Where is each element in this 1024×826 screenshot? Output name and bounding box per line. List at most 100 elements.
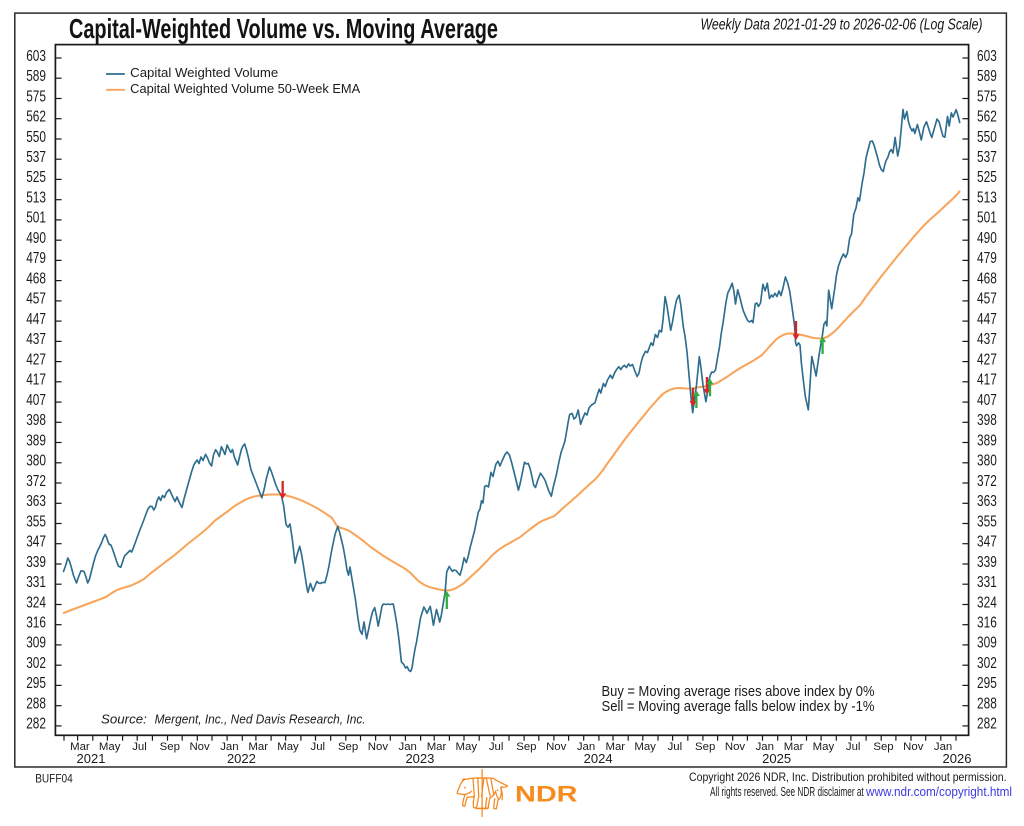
- svg-text:May: May: [634, 741, 656, 753]
- svg-text:2024: 2024: [584, 751, 613, 766]
- svg-text:468: 468: [977, 270, 997, 287]
- svg-text:Jan: Jan: [577, 741, 595, 753]
- svg-text:282: 282: [26, 716, 46, 733]
- svg-text:Jan: Jan: [399, 741, 417, 753]
- svg-text:Sep: Sep: [873, 741, 893, 753]
- svg-text:447: 447: [26, 311, 46, 328]
- svg-text:Sep: Sep: [160, 741, 180, 753]
- svg-text:2023: 2023: [405, 751, 434, 766]
- svg-text:589: 589: [977, 68, 997, 85]
- svg-text:May: May: [813, 741, 835, 753]
- svg-text:347: 347: [26, 534, 46, 551]
- svg-text:Sep: Sep: [516, 741, 536, 753]
- svg-text:389: 389: [977, 432, 997, 449]
- svg-text:Mar: Mar: [427, 741, 447, 753]
- svg-text:380: 380: [977, 453, 997, 470]
- svg-text:Jan: Jan: [756, 741, 774, 753]
- svg-text:501: 501: [26, 210, 46, 227]
- svg-text:Capital-Weighted Volume vs. Mo: Capital-Weighted Volume vs. Moving Avera…: [69, 13, 498, 44]
- svg-text:288: 288: [26, 696, 46, 713]
- svg-text:324: 324: [26, 594, 46, 611]
- svg-text:295: 295: [977, 675, 997, 692]
- svg-text:380: 380: [26, 453, 46, 470]
- svg-text:Source:: Source:: [101, 712, 147, 727]
- svg-text:363: 363: [977, 493, 997, 510]
- svg-text:589: 589: [26, 68, 46, 85]
- svg-text:550: 550: [26, 129, 46, 146]
- svg-text:Sep: Sep: [695, 741, 715, 753]
- svg-text:562: 562: [977, 109, 997, 126]
- svg-text:Nov: Nov: [903, 741, 924, 753]
- svg-text:347: 347: [977, 534, 997, 551]
- svg-text:May: May: [277, 741, 299, 753]
- svg-text:2025: 2025: [762, 751, 791, 766]
- svg-text:407: 407: [26, 392, 46, 409]
- svg-text:302: 302: [26, 655, 46, 672]
- svg-text:437: 437: [26, 331, 46, 348]
- svg-text:Jul: Jul: [311, 741, 326, 753]
- svg-text:All rights reserved. See NDR d: All rights reserved. See NDR disclaimer …: [710, 784, 866, 799]
- svg-text:427: 427: [26, 351, 46, 368]
- svg-text:Jan: Jan: [934, 741, 952, 753]
- svg-text:525: 525: [977, 169, 997, 186]
- svg-text:Nov: Nov: [546, 741, 567, 753]
- svg-text:NDR: NDR: [515, 782, 578, 807]
- svg-text:2022: 2022: [227, 751, 256, 766]
- svg-text:282: 282: [977, 716, 997, 733]
- svg-text:Jul: Jul: [668, 741, 683, 753]
- svg-text:537: 537: [26, 149, 46, 166]
- svg-text:331: 331: [26, 574, 46, 591]
- svg-text:513: 513: [977, 190, 997, 207]
- svg-text:Sell = Moving average falls be: Sell = Moving average falls below index …: [602, 699, 875, 715]
- svg-text:Nov: Nov: [368, 741, 389, 753]
- svg-text:Nov: Nov: [189, 741, 210, 753]
- svg-text:2026: 2026: [943, 751, 972, 766]
- svg-text:309: 309: [977, 635, 997, 652]
- svg-text:288: 288: [977, 696, 997, 713]
- svg-text:Buy = Moving average rises abo: Buy = Moving average rises above index b…: [602, 684, 875, 700]
- svg-text:Sep: Sep: [338, 741, 358, 753]
- svg-text:398: 398: [977, 412, 997, 429]
- svg-text:407: 407: [977, 392, 997, 409]
- svg-text:309: 309: [26, 635, 46, 652]
- svg-text:490: 490: [26, 230, 46, 247]
- svg-text:Mar: Mar: [784, 741, 804, 753]
- svg-text:479: 479: [26, 250, 46, 267]
- svg-text:457: 457: [977, 291, 997, 308]
- svg-text:Jul: Jul: [846, 741, 861, 753]
- svg-text:468: 468: [26, 270, 46, 287]
- svg-text:437: 437: [977, 331, 997, 348]
- svg-text:Jan: Jan: [220, 741, 238, 753]
- svg-text:Weekly Data 2021-01-29 to 2026: Weekly Data 2021-01-29 to 2026-02-06 (Lo…: [701, 17, 983, 34]
- svg-text:Capital Weighted Volume: Capital Weighted Volume: [130, 66, 278, 80]
- svg-text:355: 355: [977, 513, 997, 530]
- svg-text:537: 537: [977, 149, 997, 166]
- svg-text:May: May: [456, 741, 478, 753]
- svg-text:2021: 2021: [77, 751, 106, 766]
- svg-text:603: 603: [26, 48, 46, 65]
- svg-text:372: 372: [977, 473, 997, 490]
- svg-text:513: 513: [26, 190, 46, 207]
- svg-text:372: 372: [26, 473, 46, 490]
- svg-text:Mar: Mar: [248, 741, 268, 753]
- svg-text:479: 479: [977, 250, 997, 267]
- svg-text:603: 603: [977, 48, 997, 65]
- svg-text:Copyright 2026 NDR, Inc. Distr: Copyright 2026 NDR, Inc. Distribution pr…: [689, 770, 1007, 784]
- svg-text:Mergent, Inc., Ned Davis Resea: Mergent, Inc., Ned Davis Research, Inc.: [155, 712, 366, 727]
- svg-text:BUFF04: BUFF04: [35, 774, 73, 786]
- svg-text:398: 398: [26, 412, 46, 429]
- svg-text:www.ndr.com/copyright.html: www.ndr.com/copyright.html: [865, 784, 1012, 799]
- svg-text:355: 355: [26, 513, 46, 530]
- svg-text:427: 427: [977, 351, 997, 368]
- svg-text:324: 324: [977, 594, 997, 611]
- svg-text:417: 417: [26, 372, 46, 389]
- svg-text:501: 501: [977, 210, 997, 227]
- svg-text:550: 550: [977, 129, 997, 146]
- svg-text:Mar: Mar: [70, 741, 90, 753]
- svg-text:490: 490: [977, 230, 997, 247]
- svg-text:363: 363: [26, 493, 46, 510]
- svg-text:575: 575: [26, 88, 46, 105]
- svg-text:562: 562: [26, 109, 46, 126]
- svg-text:Mar: Mar: [605, 741, 625, 753]
- svg-text:302: 302: [977, 655, 997, 672]
